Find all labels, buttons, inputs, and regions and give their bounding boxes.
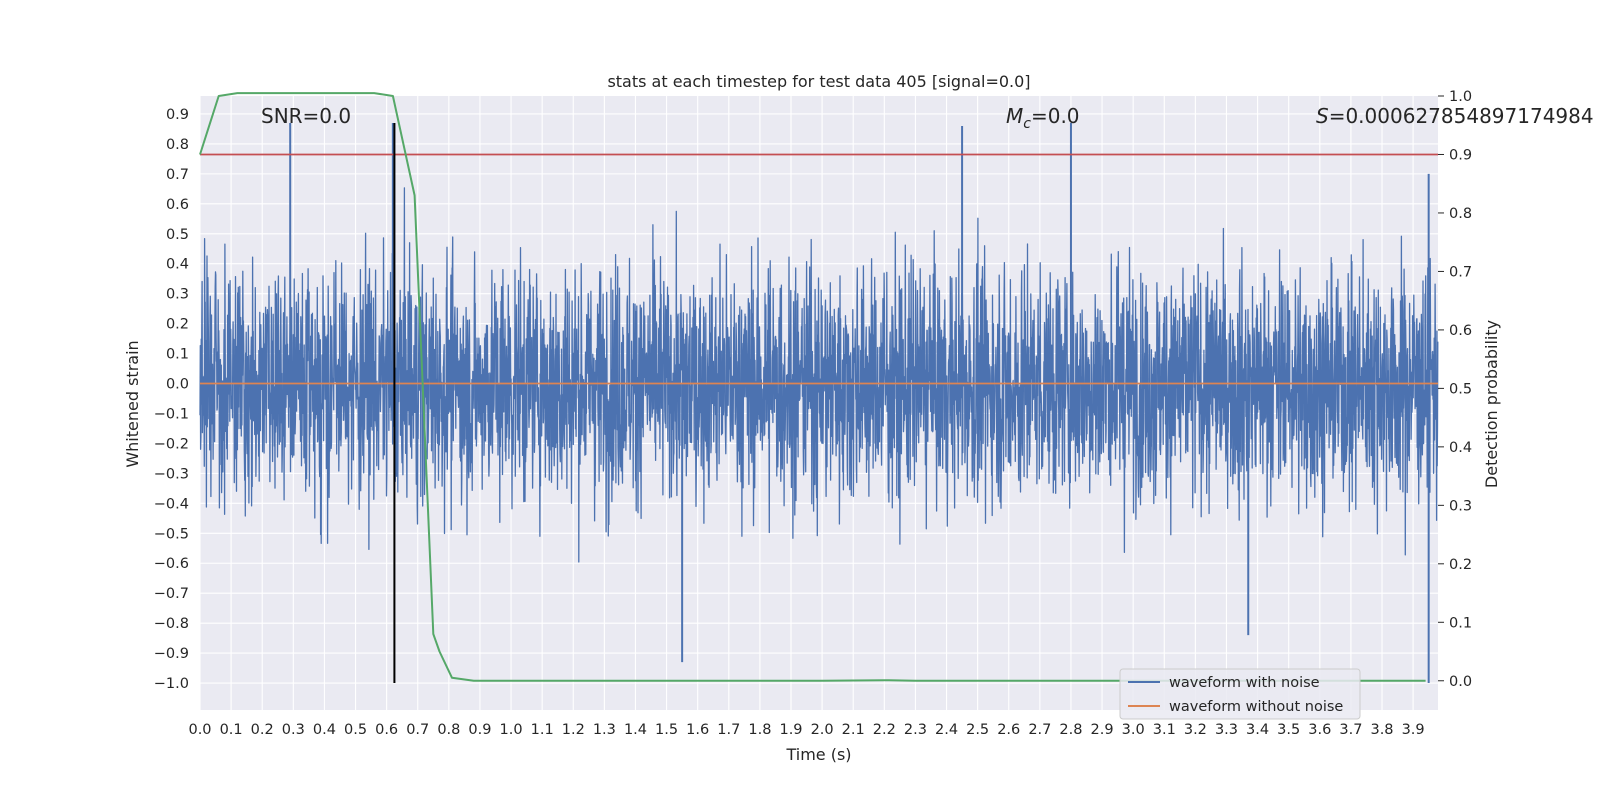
x-tick-label: 2.0 bbox=[811, 722, 834, 738]
y-tick-label: −0.5 bbox=[154, 526, 189, 542]
x-tick-label: 1.0 bbox=[500, 722, 523, 738]
s-symbol: S bbox=[1316, 104, 1329, 128]
x-tick-label: 2.8 bbox=[1059, 722, 1082, 738]
y-tick-label: −0.7 bbox=[154, 586, 189, 602]
x-tick-label: 1.1 bbox=[531, 722, 554, 738]
x-tick-label: 1.9 bbox=[779, 722, 802, 738]
x-tick-label: 0.3 bbox=[282, 722, 305, 738]
x-tick-label: 3.5 bbox=[1277, 722, 1300, 738]
x-tick-label: 3.7 bbox=[1339, 722, 1362, 738]
y2-tick-label: 0.8 bbox=[1449, 206, 1472, 222]
legend-box bbox=[1119, 668, 1361, 720]
y-tick-label: 0.4 bbox=[166, 257, 189, 273]
y-tick-label: 0.2 bbox=[166, 317, 189, 333]
x-tick-label: 1.3 bbox=[593, 722, 616, 738]
x-tick-label: 2.1 bbox=[842, 722, 865, 738]
x-tick-label: 1.6 bbox=[686, 722, 709, 738]
noise-series bbox=[199, 122, 1439, 684]
x-axis-label: Time (s) bbox=[785, 745, 851, 764]
x-tick-label: 0.6 bbox=[375, 722, 398, 738]
x-tick-label: 1.5 bbox=[655, 722, 678, 738]
y-tick-label: −0.3 bbox=[154, 466, 189, 482]
x-tick-label: 0.1 bbox=[220, 722, 243, 738]
snr-annotation: SNR=0.0 bbox=[261, 104, 351, 128]
y-tick-label: −0.1 bbox=[154, 406, 189, 422]
y2-axis-label: Detection probability bbox=[1482, 320, 1501, 488]
detection-probability-line bbox=[199, 92, 1426, 682]
x-tick-label: 0.8 bbox=[437, 722, 460, 738]
y-tick-label: −0.8 bbox=[154, 616, 189, 632]
y2-tick-label: 0.1 bbox=[1449, 615, 1472, 631]
line-series bbox=[199, 92, 1438, 684]
x-tick-label: 2.3 bbox=[904, 722, 927, 738]
x-tick-label: 1.2 bbox=[562, 722, 585, 738]
y2-tick-label: 0.4 bbox=[1449, 440, 1472, 456]
y-tick-label: −0.2 bbox=[154, 436, 189, 452]
x-tick-label: 2.7 bbox=[1028, 722, 1051, 738]
s-value: =0.000627854897174984 bbox=[1329, 104, 1594, 128]
x-tick-label: 3.0 bbox=[1122, 722, 1145, 738]
x-tick-label: 0.5 bbox=[344, 722, 367, 738]
chart-title: stats at each timestep for test data 405… bbox=[607, 72, 1030, 91]
x-tick-label: 3.9 bbox=[1402, 722, 1425, 738]
x-tick-label: 0.2 bbox=[251, 722, 274, 738]
y2-tick-label: 0.3 bbox=[1449, 498, 1472, 514]
y-tick-label: 0.0 bbox=[166, 377, 189, 393]
y-tick-label: 0.3 bbox=[166, 287, 189, 303]
y-tick-label: 0.6 bbox=[166, 197, 189, 213]
y-tick-label: 0.5 bbox=[166, 227, 189, 243]
mc-subscript: c bbox=[1023, 116, 1031, 132]
x-tick-label: 3.6 bbox=[1308, 722, 1331, 738]
y-tick-label: 0.9 bbox=[166, 107, 189, 123]
y2-tick-label: 0.5 bbox=[1449, 381, 1472, 397]
x-tick-label: 1.8 bbox=[748, 722, 771, 738]
x-tick-label: 0.4 bbox=[313, 722, 336, 738]
x-tick-label: 3.8 bbox=[1370, 722, 1393, 738]
x-tick-label: 3.2 bbox=[1184, 722, 1207, 738]
legend-label-clean: waveform without noise bbox=[1169, 699, 1343, 715]
y-tick-label: 0.8 bbox=[166, 137, 189, 153]
x-tick-label: 2.9 bbox=[1091, 722, 1114, 738]
x-tick-label: 3.3 bbox=[1215, 722, 1238, 738]
ticks: 0.0 0.1 0.2 0.3 0.4 0.5 0.6 0.7 0.8 0.9 1.0 1.1 1.2 1… bbox=[154, 89, 1472, 738]
y-tick-label: −0.4 bbox=[154, 496, 189, 512]
mc-annotation: Mc=0.0 bbox=[1006, 104, 1080, 132]
x-tick-label: 0.7 bbox=[406, 722, 429, 738]
y-tick-label: 0.7 bbox=[166, 167, 189, 183]
x-tick-label: 3.4 bbox=[1246, 722, 1269, 738]
mc-value: =0.0 bbox=[1031, 104, 1080, 128]
y2-tick-label: 1.0 bbox=[1449, 89, 1472, 105]
x-tick-label: 2.5 bbox=[966, 722, 989, 738]
legend: waveform with noise waveform without noi… bbox=[1119, 668, 1361, 720]
x-tick-label: 1.4 bbox=[624, 722, 647, 738]
y2-tick-label: 0.2 bbox=[1449, 557, 1472, 573]
mc-symbol: M bbox=[1006, 104, 1023, 128]
x-tick-label: 1.7 bbox=[717, 722, 740, 738]
y-tick-label: −0.9 bbox=[154, 646, 189, 662]
s-annotation: S=0.000627854897174984 bbox=[1316, 104, 1594, 128]
y2-tick-label: 0.6 bbox=[1449, 323, 1472, 339]
y2-tick-label: 0.0 bbox=[1449, 674, 1472, 690]
noise-waveform-path bbox=[199, 187, 1439, 563]
x-tick-label: 0.9 bbox=[468, 722, 491, 738]
x-tick-label: 3.1 bbox=[1153, 722, 1176, 738]
y-axis-label: Whitened strain bbox=[123, 340, 142, 467]
y2-tick-label: 0.9 bbox=[1449, 147, 1472, 163]
y2-tick-label: 0.7 bbox=[1449, 264, 1472, 280]
legend-label-noise: waveform with noise bbox=[1169, 675, 1320, 691]
x-tick-label: 2.2 bbox=[873, 722, 896, 738]
y-tick-label: 0.1 bbox=[166, 347, 189, 363]
y-tick-label: −0.6 bbox=[154, 556, 189, 572]
x-tick-label: 2.4 bbox=[935, 722, 958, 738]
y-tick-label: −1.0 bbox=[154, 676, 189, 692]
x-tick-label: 2.6 bbox=[997, 722, 1020, 738]
x-tick-label: 0.0 bbox=[188, 722, 211, 738]
